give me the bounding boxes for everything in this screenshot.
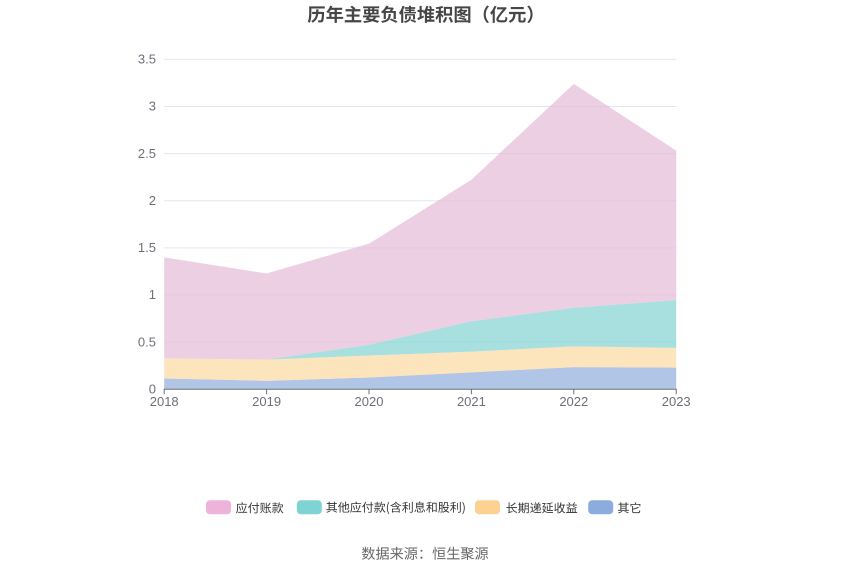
- svg-text:2021: 2021: [457, 394, 486, 409]
- svg-text:1.5: 1.5: [138, 240, 156, 255]
- svg-text:2023: 2023: [662, 394, 691, 409]
- svg-text:0.5: 0.5: [138, 334, 156, 349]
- svg-text:1: 1: [149, 287, 156, 302]
- svg-text:2018: 2018: [150, 394, 179, 409]
- svg-text:2: 2: [149, 193, 156, 208]
- svg-text:3: 3: [149, 99, 156, 114]
- svg-text:2022: 2022: [559, 394, 588, 409]
- svg-text:2.5: 2.5: [138, 146, 156, 161]
- svg-text:3.5: 3.5: [138, 52, 156, 67]
- svg-text:0: 0: [149, 381, 156, 396]
- svg-text:2019: 2019: [252, 394, 281, 409]
- svg-text:2020: 2020: [355, 394, 384, 409]
